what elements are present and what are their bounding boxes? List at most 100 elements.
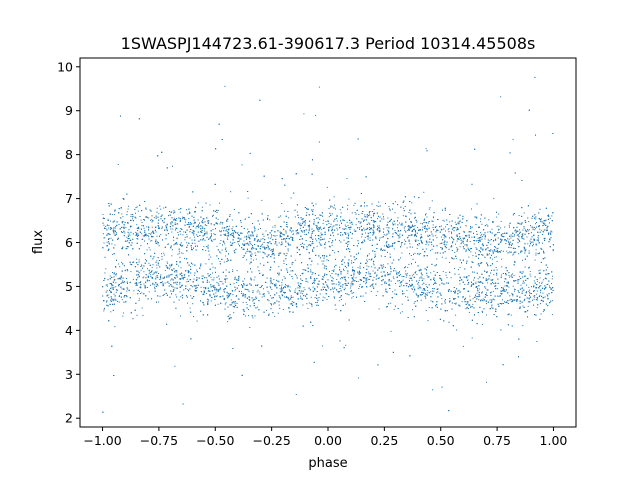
data-point [423,191,425,193]
data-point [127,234,129,236]
data-point [114,229,116,231]
data-point [187,302,188,304]
data-point [226,237,228,239]
data-point [417,239,419,241]
data-point [238,276,240,278]
data-point [166,281,168,283]
data-point [328,245,330,247]
data-point [475,247,477,249]
data-point [522,325,524,327]
data-point [281,235,283,237]
data-point [174,270,176,272]
data-point [250,243,252,245]
data-point [515,248,516,249]
data-point [278,304,280,306]
data-point [223,233,225,235]
data-point [142,235,144,237]
data-point [132,216,133,218]
data-point [430,272,432,274]
data-point [308,229,310,231]
data-point [156,207,158,209]
data-point [225,233,227,235]
data-point [321,239,323,241]
data-point [443,237,445,239]
data-point [405,266,406,268]
data-point [412,309,414,311]
data-point [243,283,245,284]
data-point [413,302,415,304]
data-point [219,223,221,225]
data-point [458,228,459,230]
data-point [374,256,376,258]
data-point [182,234,184,236]
data-point [289,267,291,268]
data-point [307,281,309,283]
data-point [482,244,484,246]
data-point [233,283,235,285]
data-point [432,288,434,289]
data-point [132,218,134,220]
data-point [211,279,213,281]
data-point [240,222,242,224]
data-point [480,235,482,237]
data-point [106,290,108,292]
data-point [442,271,444,273]
data-point [179,262,181,264]
data-point [500,274,502,276]
data-point [538,270,540,272]
data-point [487,231,489,233]
data-point [114,272,116,274]
data-point [220,252,222,254]
data-point [517,279,519,281]
data-point [280,298,281,300]
data-point [143,276,145,278]
data-point [278,281,280,283]
data-point [425,284,427,286]
data-point [522,233,524,235]
data-point [187,288,189,290]
data-point [105,284,107,286]
data-point [463,240,464,242]
data-point [222,222,224,223]
data-point [468,256,470,258]
data-point [158,213,160,215]
data-point [338,300,340,302]
data-point [290,197,292,199]
data-point [330,275,331,277]
data-point [321,228,323,230]
data-point [471,236,473,238]
data-point [316,240,318,242]
data-point [394,289,396,291]
data-point [352,270,354,272]
data-point [418,281,419,283]
data-point [285,239,287,241]
data-point [319,228,321,230]
data-point [202,302,204,303]
data-point [526,291,528,293]
data-point [550,287,552,289]
data-point [343,220,345,221]
data-point [154,286,155,288]
data-point [338,240,340,242]
data-point [542,242,543,244]
data-point [343,239,345,241]
data-point [493,197,495,199]
data-point [156,260,158,262]
data-point [135,231,137,233]
data-point [448,228,450,229]
data-point [430,291,432,293]
data-point [186,209,187,211]
data-point [368,271,370,273]
data-point [107,218,109,220]
data-point [375,275,377,277]
data-point [454,290,456,292]
data-point [285,287,287,288]
data-point [151,277,153,279]
data-point [544,296,546,298]
data-point [472,298,474,300]
data-point [535,223,536,225]
data-point [529,273,531,275]
data-point [472,303,474,305]
data-point [248,296,250,298]
data-point [152,277,153,278]
